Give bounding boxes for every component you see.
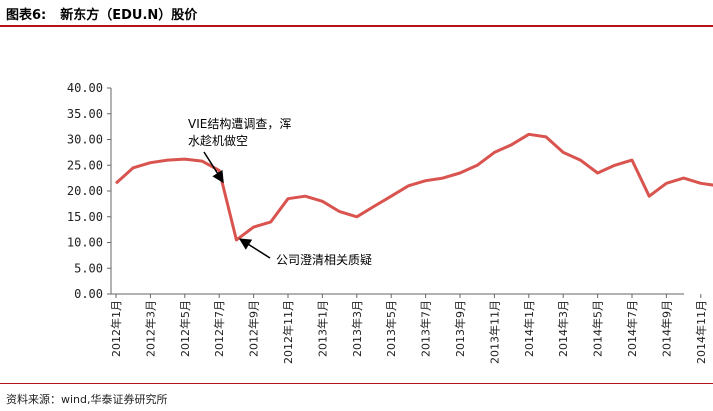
y-tick-label: 10.00 xyxy=(67,236,103,250)
y-tick-label: 0.00 xyxy=(74,287,103,301)
stock-price-chart: 40.00 35.00 30.00 25.00 20.00 15.00 10.00 5.00 0… xyxy=(67,81,713,364)
source-note: 资料来源：wind,华泰证券研究所 xyxy=(6,393,168,406)
x-tick-label: 2014年1月 xyxy=(522,300,536,357)
x-tick-label: 2012年7月 xyxy=(212,300,226,357)
x-tick-label: 2012年11月 xyxy=(281,300,295,364)
y-tick-label: 20.00 xyxy=(67,184,103,198)
x-tick-label: 2013年3月 xyxy=(350,300,364,357)
annotation-vie-text: VIE结构遭调查，浑 xyxy=(188,116,291,131)
x-tick-label: 2013年9月 xyxy=(453,300,467,357)
annotation-clarify-arrow xyxy=(238,238,271,259)
figure-title: 图表6: 新东方（EDU.N）股价 xyxy=(6,4,197,23)
x-tick-label: 2013年1月 xyxy=(315,300,329,357)
annotation-clarify-text: 公司澄清相关质疑 xyxy=(276,252,372,267)
x-tick-label: 2014年3月 xyxy=(556,300,570,357)
y-tick-label: 25.00 xyxy=(67,158,103,172)
x-tick-label: 2012年1月 xyxy=(109,300,123,357)
x-tick-label: 2014年5月 xyxy=(591,300,605,357)
figure-title-text: 新东方（EDU.N）股价 xyxy=(60,8,198,23)
bottom-rule xyxy=(0,383,713,384)
x-tick-label: 2014年9月 xyxy=(659,300,673,357)
price-line xyxy=(114,132,713,242)
x-tick-label: 2012年3月 xyxy=(143,300,157,357)
annotation-vie-arrow xyxy=(203,151,224,184)
annotation-vie-text: 水趁机做空 xyxy=(188,133,248,148)
figure-number: 图表6: xyxy=(6,8,47,23)
x-tick-label: 2014年7月 xyxy=(625,300,639,357)
x-tick-label: 2013年7月 xyxy=(419,300,433,357)
x-tick-label: 2014年11月 xyxy=(694,300,708,364)
top-rule xyxy=(0,25,713,27)
x-tick-label: 2013年5月 xyxy=(384,300,398,357)
y-tick-label: 15.00 xyxy=(67,210,103,224)
y-tick-label: 40.00 xyxy=(67,81,103,95)
x-tick-label: 2012年5月 xyxy=(178,300,192,357)
y-tick-label: 35.00 xyxy=(67,107,103,121)
y-axis-ticks: 40.00 35.00 30.00 25.00 20.00 15.00 10.00 5.00 0… xyxy=(67,81,111,301)
x-axis-ticks: 2012年1月 2012年3月 2012年5月 2012年7月 2012年9月 2012年… xyxy=(109,294,708,364)
y-tick-label: 5.00 xyxy=(74,261,103,275)
y-tick-label: 30.00 xyxy=(67,133,103,147)
x-tick-label: 2013年11月 xyxy=(487,300,501,364)
x-tick-label: 2012年9月 xyxy=(247,300,261,357)
